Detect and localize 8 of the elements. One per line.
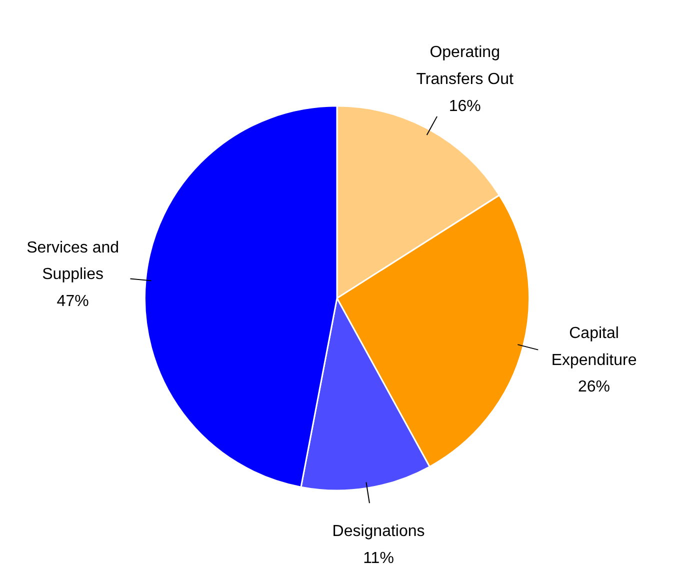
slice-label: Designations: [332, 522, 425, 540]
slice-label: Services and Supplies: [26, 239, 120, 284]
slice-label: Capital Expenditure: [551, 324, 637, 369]
slice-label: Operating Transfers Out: [416, 44, 514, 88]
data-label: 11%: [363, 550, 394, 567]
data-label: 26%: [578, 378, 610, 396]
data-label: 16%: [448, 98, 481, 115]
data-label: 47%: [56, 293, 89, 310]
